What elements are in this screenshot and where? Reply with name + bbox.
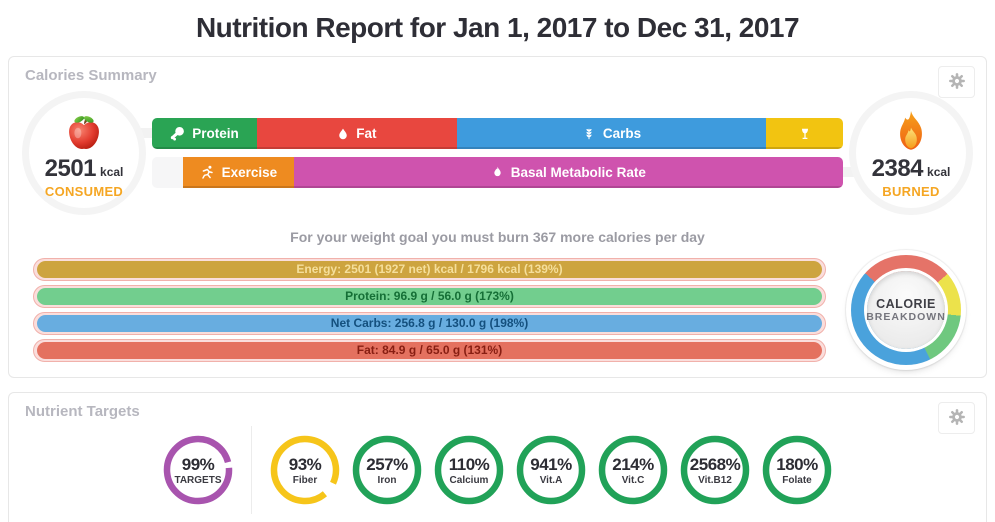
nutrient-targets-panel: Nutrient Targets 99% TARGETS 93% Fiber 257% I… [8, 392, 987, 522]
ring-percent: 214% [612, 454, 654, 474]
ring-label: Calcium [449, 474, 489, 486]
nutrient-ring-targets: 99% TARGETS [163, 435, 233, 505]
ring-text: 257% Iron [352, 435, 422, 505]
ring-label: Folate [782, 474, 812, 486]
gear-icon [948, 72, 966, 93]
nutrients-settings-button[interactable] [938, 402, 975, 434]
ring-arc [516, 435, 586, 505]
nutrient-rings-row: 99% TARGETS 93% Fiber 257% Iron 110% Calcium 941… [9, 422, 986, 514]
consumed-label: CONSUMED [44, 183, 124, 199]
gear-icon [948, 408, 966, 429]
ring-label: Vit.A [539, 474, 563, 486]
burned-value: 2384 [871, 154, 924, 182]
nutrient-targets-title: Nutrient Targets [25, 403, 140, 420]
calorie-stats-row: Energy: 2501 (1927 net) kcal / 1796 kcal… [9, 255, 986, 365]
ring-arc [163, 435, 233, 505]
bmr-bar-segment[interactable]: Basal Metabolic Rate [293, 157, 843, 188]
ring-percent: 941% [530, 454, 572, 474]
alcohol-bar-segment[interactable] [766, 118, 843, 149]
wheat-icon [582, 127, 596, 141]
runner-icon [200, 165, 215, 180]
burn-bar: Exercise Basal Metabolic Rate [152, 157, 843, 188]
flame-icon [491, 166, 504, 179]
protein-bar-label: Protein [192, 126, 239, 141]
fat-bar-label: Fat [356, 126, 377, 141]
calories-summary-title: Calories Summary [25, 67, 157, 84]
calories-settings-button[interactable] [938, 66, 975, 98]
net-carbs-stat-bar: Net Carbs: 256.8 g / 130.0 g (198%) [33, 312, 826, 335]
ring-label: Fiber [292, 474, 318, 486]
ring-arc [598, 435, 668, 505]
wine-glass-icon [799, 128, 811, 140]
nutrient-ring-calcium: 110% Calcium [434, 435, 504, 505]
consumed-value: 2501 [44, 154, 97, 182]
calorie-bars: Protein Fat Carbs Exercise Basal Metabolic … [146, 118, 849, 188]
ring-text: 941% Vit.A [516, 435, 586, 505]
nutrient-ring-vit-c: 214% Vit.C [598, 435, 668, 505]
ring-text: 180% Folate [762, 435, 832, 505]
macro-stat-bars: Energy: 2501 (1927 net) kcal / 1796 kcal… [33, 258, 826, 362]
burned-unit: kcal [927, 164, 951, 179]
fat-stat-bar: Fat: 84.9 g / 65.0 g (131%) [33, 339, 826, 362]
bmr-bar-label: Basal Metabolic Rate [510, 165, 646, 180]
ring-arc [680, 435, 750, 505]
calories-summary-panel: Calories Summary [8, 56, 987, 378]
exercise-bar-label: Exercise [221, 165, 278, 180]
burned-label: BURNED [882, 183, 940, 199]
nutrient-ring-iron: 257% Iron [352, 435, 422, 505]
flame-icon [891, 108, 931, 154]
droplet-icon [337, 128, 349, 140]
consumed-circle: 2501 kcal CONSUMED [22, 91, 146, 215]
ring-percent: 180% [776, 454, 818, 474]
burned-circle: 2384 kcal BURNED [849, 91, 973, 215]
apple-icon [63, 108, 105, 154]
ring-text: 214% Vit.C [598, 435, 668, 505]
ring-arc [352, 435, 422, 505]
ring-percent: 93% [288, 454, 322, 474]
ring-label: TARGETS [174, 474, 222, 486]
fat-bar-segment[interactable]: Fat [257, 118, 457, 149]
breakdown-title-line1: CALORIE [876, 297, 936, 311]
gap-bar-segment [152, 157, 184, 188]
ring-text: 2568% Vit.B12 [680, 435, 750, 505]
ring-arc [270, 435, 340, 505]
ring-label: Iron [377, 474, 397, 486]
breakdown-title-line2: BREAKDOWN [866, 311, 946, 323]
ring-text: 110% Calcium [434, 435, 504, 505]
ring-percent: 257% [366, 454, 408, 474]
energy-stat-bar: Energy: 2501 (1927 net) kcal / 1796 kcal… [33, 258, 826, 281]
weight-goal-text: For your weight goal you must burn 367 m… [290, 229, 705, 245]
calorie-breakdown-wrap: CALORIE BREAKDOWN [842, 255, 970, 365]
ring-percent: 110% [448, 454, 490, 474]
ring-text: 99% TARGETS [163, 435, 233, 505]
exercise-bar-segment[interactable]: Exercise [183, 157, 294, 188]
calorie-breakdown-donut: CALORIE BREAKDOWN [851, 255, 961, 365]
ring-text: 93% Fiber [270, 435, 340, 505]
protein-stat-bar: Protein: 96.9 g / 56.0 g (173%) [33, 285, 826, 308]
ring-percent: 99% [181, 454, 215, 474]
ring-percent: 2568% [689, 454, 741, 474]
drumstick-icon [170, 126, 185, 141]
intake-bar: Protein Fat Carbs [152, 118, 843, 149]
rings-divider [251, 426, 252, 514]
ring-arc [762, 435, 832, 505]
fat-stat-fill: Fat: 84.9 g / 65.0 g (131%) [37, 342, 822, 359]
page-title: Nutrition Report for Jan 1, 2017 to Dec … [195, 12, 800, 43]
nutrient-ring-folate: 180% Folate [762, 435, 832, 505]
calorie-breakdown-center: CALORIE BREAKDOWN [866, 271, 946, 349]
protein-stat-fill: Protein: 96.9 g / 56.0 g (173%) [37, 288, 822, 305]
carbs-bar-segment[interactable]: Carbs [456, 118, 767, 149]
calories-flow-row: 2501 kcal CONSUMED Protein Fat Carbs Exerc… [9, 86, 986, 220]
ring-label: Vit.C [621, 474, 645, 486]
energy-stat-fill: Energy: 2501 (1927 net) kcal / 1796 kcal… [37, 261, 822, 278]
protein-bar-segment[interactable]: Protein [152, 118, 258, 149]
carbs-bar-label: Carbs [602, 126, 642, 141]
consumed-unit: kcal [100, 164, 124, 179]
nutrient-ring-vit-b12: 2568% Vit.B12 [680, 435, 750, 505]
ring-label: Vit.B12 [698, 474, 732, 486]
ring-arc [434, 435, 504, 505]
net-carbs-stat-fill: Net Carbs: 256.8 g / 130.0 g (198%) [37, 315, 822, 332]
nutrient-ring-vit-a: 941% Vit.A [516, 435, 586, 505]
nutrient-ring-fiber: 93% Fiber [270, 435, 340, 505]
